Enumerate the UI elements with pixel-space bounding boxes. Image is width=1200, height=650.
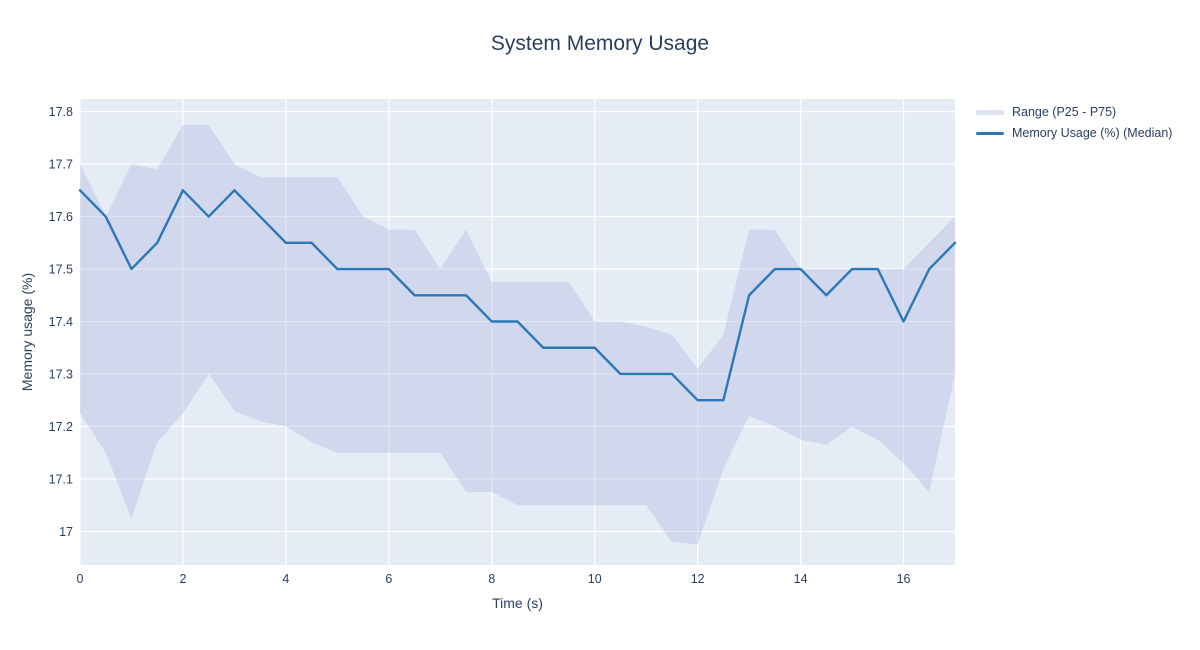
plot-background: [80, 99, 955, 565]
y-tick-label: 17.1: [49, 472, 73, 486]
range-band: [80, 124, 955, 545]
legend-item-range[interactable]: Range (P25 - P75): [976, 105, 1172, 120]
y-tick-label: 17: [59, 525, 73, 539]
y-tick-label: 17.8: [49, 105, 73, 119]
median-line: [78, 189, 957, 402]
line-swatch-icon: [976, 132, 1004, 135]
x-tick-label: 8: [488, 572, 495, 586]
x-tick-label: 6: [385, 572, 392, 586]
legend-item-median[interactable]: Memory Usage (%) (Median): [976, 126, 1172, 141]
x-axis-title: Time (s): [492, 595, 543, 611]
x-tick-label: 10: [588, 572, 602, 586]
legend: Range (P25 - P75) Memory Usage (%) (Medi…: [976, 105, 1172, 141]
y-tick-label: 17.2: [49, 420, 73, 434]
band-swatch-icon: [976, 110, 1004, 115]
x-tick-label: 12: [691, 572, 705, 586]
x-tick-label: 2: [179, 572, 186, 586]
legend-label-range: Range (P25 - P75): [1012, 105, 1117, 119]
y-axis-title: Memory usage (%): [19, 272, 35, 392]
x-tick-label: 4: [282, 572, 289, 586]
chart-title: System Memory Usage: [490, 32, 710, 55]
y-tick-label: 17.6: [49, 210, 73, 224]
y-tick-label: 17.4: [49, 315, 73, 329]
legend-label-median: Memory Usage (%) (Median): [1012, 126, 1173, 140]
x-tick-label: 16: [897, 572, 911, 586]
x-tick-label: 14: [794, 572, 808, 586]
y-tick-label: 17.5: [49, 263, 73, 277]
x-tick-label: 0: [77, 572, 84, 586]
y-tick-label: 17.7: [49, 158, 73, 172]
y-tick-label: 17.3: [49, 367, 73, 381]
